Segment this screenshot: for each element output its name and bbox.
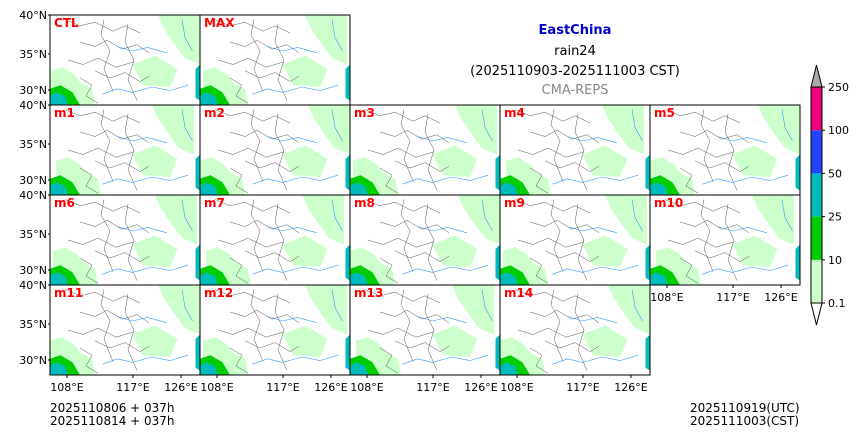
panel-label: m12	[204, 286, 233, 300]
colorbar: 0.1 10 25 50 100 250	[810, 64, 849, 326]
map-panel-m2: m2	[199, 104, 351, 196]
map-panel-m6: m6	[49, 194, 201, 286]
panel-label: m1	[54, 106, 75, 120]
panel-label: m6	[54, 196, 75, 210]
map-panel-m11: m11	[49, 284, 201, 376]
map-panel-m9: m9	[499, 194, 651, 286]
lat-tick-label: 35°N	[19, 228, 47, 241]
map-panel-m13: m13	[349, 284, 501, 376]
map-panel-m14: m14	[499, 284, 651, 376]
lat-tick-label: 30°N	[19, 84, 47, 97]
lon-tick-label: 126°E	[764, 291, 797, 304]
panel-label: m14	[504, 286, 533, 300]
title-period: (2025110903-2025111003 CST)	[470, 64, 680, 79]
colorbar-level-label: 25	[828, 211, 842, 224]
footer-init-cst: 2025110814 + 037h	[50, 414, 175, 428]
lon-tick-label: 117°E	[716, 291, 749, 304]
lat-tick-label: 30°N	[19, 174, 47, 187]
map-panel-m4: m4	[499, 104, 651, 196]
lon-tick-label: 108°E	[200, 381, 233, 394]
colorbar-level-label: 100	[828, 124, 849, 137]
title-variable: rain24	[554, 44, 596, 59]
panel-label: m7	[204, 196, 225, 210]
footer-valid-utc: 2025110919(UTC)	[690, 401, 800, 415]
map-panel-m10: m10	[649, 194, 801, 286]
lon-tick-label: 108°E	[350, 381, 383, 394]
colorbar-level-label: 10	[828, 254, 842, 267]
panel-label: m10	[654, 196, 683, 210]
panel-label: m5	[654, 106, 675, 120]
title-model: CMA-REPS	[541, 83, 609, 98]
lat-tick-label: 40°N	[19, 189, 47, 202]
lon-tick-label: 108°E	[650, 291, 683, 304]
panel-label: MAX	[204, 16, 235, 30]
lat-tick-label: 35°N	[19, 318, 47, 331]
lat-tick-label: 40°N	[19, 279, 47, 292]
lat-tick-label: 30°N	[19, 264, 47, 277]
colorbar-level-label: 250	[828, 81, 849, 94]
panel-label: m3	[354, 106, 375, 120]
lat-tick-label: 40°N	[19, 9, 47, 22]
lon-tick-label: 117°E	[566, 381, 599, 394]
map-panel-m12: m12	[199, 284, 351, 376]
colorbar-segment	[811, 173, 822, 217]
lat-tick-label: 40°N	[19, 99, 47, 112]
colorbar-segment	[811, 87, 822, 131]
lon-tick-label: 126°E	[614, 381, 647, 394]
colorbar-segment	[811, 216, 822, 260]
panel-label: m2	[204, 106, 225, 120]
map-panel-MAX: MAX	[199, 14, 351, 106]
map-panel-m8: m8	[349, 194, 501, 286]
footer-init-utc: 2025110806 + 037h	[50, 401, 175, 415]
lon-tick-label: 108°E	[500, 381, 533, 394]
lon-tick-label: 126°E	[464, 381, 497, 394]
lat-tick-label: 35°N	[19, 138, 47, 151]
footer-valid-cst: 2025111003(CST)	[690, 414, 800, 428]
panel-label: m11	[54, 286, 83, 300]
colorbar-segment	[811, 259, 822, 303]
map-panel-m7: m7	[199, 194, 351, 286]
map-panel-CTL: CTL	[49, 14, 201, 106]
lon-tick-label: 117°E	[266, 381, 299, 394]
lon-tick-label: 117°E	[116, 381, 149, 394]
panel-label: m4	[504, 106, 525, 120]
panel-label: m8	[354, 196, 375, 210]
lon-tick-label: 117°E	[416, 381, 449, 394]
map-panel-m1: m1	[49, 104, 201, 196]
colorbar-level-label: 0.1	[828, 297, 846, 310]
lon-tick-label: 126°E	[164, 381, 197, 394]
lon-tick-label: 108°E	[50, 381, 83, 394]
map-panel-m3: m3	[349, 104, 501, 196]
map-panel-m5: m5	[649, 104, 801, 196]
colorbar-under-arrow	[810, 302, 823, 326]
lat-tick-label: 35°N	[19, 48, 47, 61]
colorbar-over-arrow	[810, 64, 823, 88]
lon-tick-label: 126°E	[314, 381, 347, 394]
panel-label: m9	[504, 196, 525, 210]
lat-tick-label: 30°N	[19, 354, 47, 367]
title-region: EastChina	[538, 23, 612, 38]
panel-label: CTL	[54, 16, 79, 30]
colorbar-level-label: 50	[828, 167, 842, 180]
colorbar-segment	[811, 130, 822, 174]
panel-label: m13	[354, 286, 383, 300]
